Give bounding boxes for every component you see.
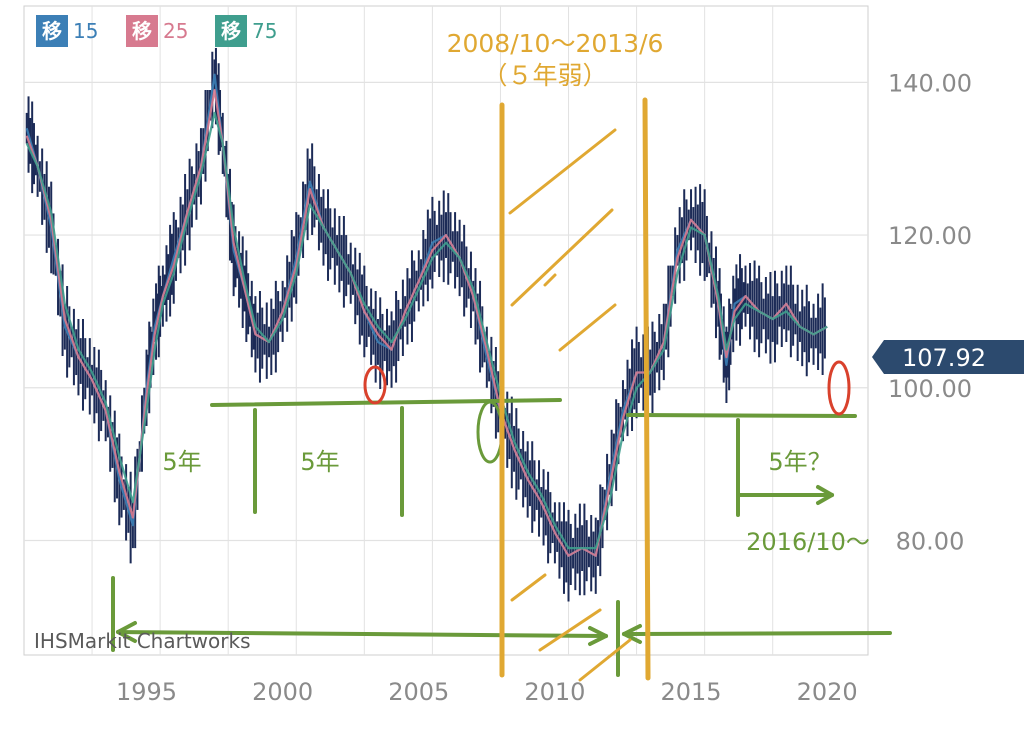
series-line-ma25 [25,88,828,557]
legend-badge-ma15: 移 [36,15,68,47]
y-tick-label: 120.00 [888,222,972,250]
price-badge-shape [872,340,1024,374]
bottom-arrow-head [116,630,137,643]
period-end-line [642,97,651,681]
series-line-ma15 [25,73,828,557]
axis-layer: 1995 2000 2005 2010 2015 2020 80.00 100.00 120.0… [116,69,972,706]
y-tick-label: 80.00 [896,527,965,555]
red-oval-2020 [827,360,851,416]
arrow-2016-head [816,493,834,505]
label-5yr-a: 5年 [162,448,201,476]
annotation-layer: 5年 5年 5年？ 2016/10〜 2008/10〜2013/6 （５年弱） [111,29,892,682]
period-hatch [510,208,614,307]
period-hatch [508,128,617,215]
period-hatch [543,273,557,287]
period-hatch [510,573,547,602]
red-oval-2003 [363,365,387,405]
legend-value-ma75: 75 [252,19,278,43]
price-badge-value: 107.92 [902,344,986,372]
bottom-arrow-head [622,624,642,636]
legend-item-ma15[interactable]: 移 15 [36,14,98,48]
series-line-ma75 [25,111,828,550]
legend-badge-ma75: 移 [215,15,247,47]
legend-item-ma25[interactable]: 移 25 [126,14,188,48]
label-5yr-q: 5年？ [768,448,831,476]
period-hatch [578,638,632,682]
label-since-2016: 2016/10〜 [746,528,870,556]
x-tick-label: 2015 [660,678,721,706]
x-tick-label: 2020 [797,678,858,706]
legend-item-ma75[interactable]: 移 75 [215,14,277,48]
period-hatch [558,303,617,352]
label-5yr-b: 5年 [300,448,339,476]
x-tick-label: 2005 [388,678,449,706]
legend-value-ma25: 25 [163,19,189,43]
label-period-sub: （５年弱） [482,61,607,90]
support-line-2 [626,413,857,418]
current-price-badge: 107.92 [872,340,1024,374]
legend-value-ma15: 15 [73,19,99,43]
watermark-text: IHSMarkit Chartworks [34,629,250,653]
x-tick-label: 2000 [252,678,313,706]
bottom-arrow-head [588,634,608,646]
plot-frame [23,5,869,656]
bottom-arrow-right [622,631,892,636]
period-hatch [538,608,602,652]
bottom-arrow-left [116,630,608,638]
bottom-arrow-head [116,621,137,634]
legend-badge-ma25: 移 [126,15,158,47]
grid-layer [23,5,869,656]
y-tick-label: 140.00 [888,69,972,97]
series-layer [25,47,828,602]
arrow-2016-head [816,485,834,497]
y-tick-label: 100.00 [888,375,972,403]
x-tick-label: 1995 [116,678,177,706]
bottom-arrow-head [622,632,642,644]
label-period: 2008/10〜2013/6 [447,29,664,58]
bottom-arrow-head [588,626,608,638]
x-tick-label: 2010 [524,678,585,706]
